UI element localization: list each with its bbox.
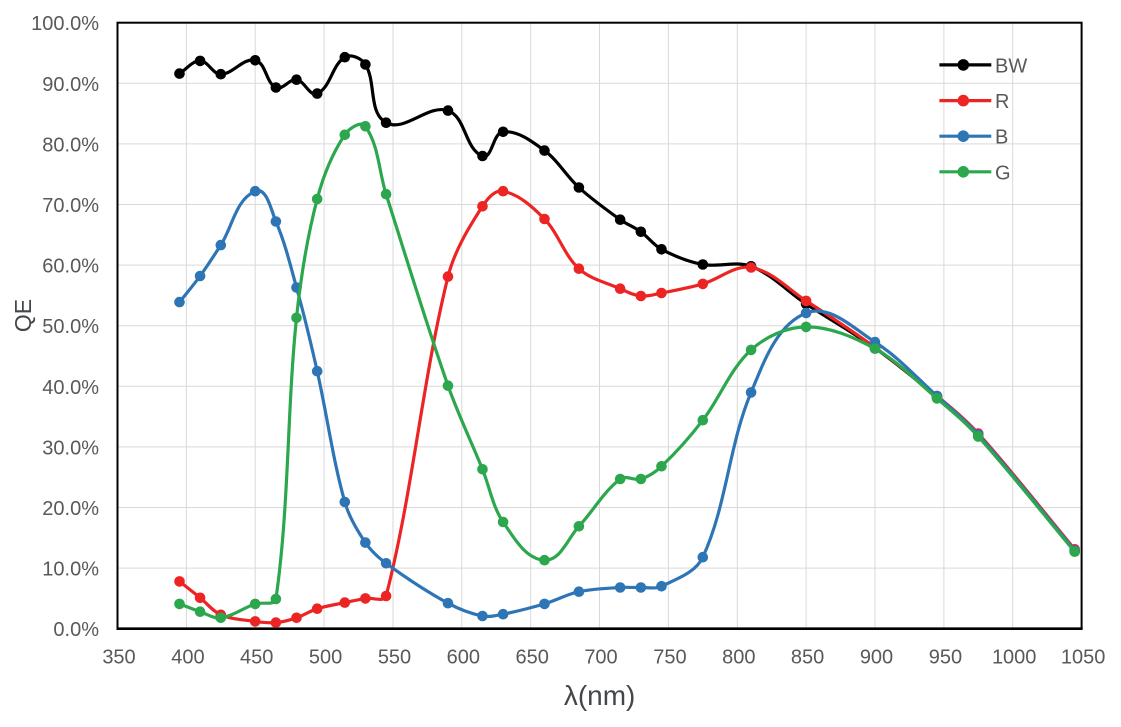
svg-text:1000: 1000 bbox=[992, 647, 1037, 669]
svg-text:100.0%: 100.0% bbox=[31, 13, 99, 35]
svg-text:350: 350 bbox=[102, 647, 135, 669]
svg-text:800: 800 bbox=[722, 647, 755, 669]
svg-text:600: 600 bbox=[447, 647, 480, 669]
svg-text:900: 900 bbox=[860, 647, 893, 669]
svg-text:50.0%: 50.0% bbox=[42, 316, 99, 338]
svg-text:500: 500 bbox=[309, 647, 342, 669]
svg-text:750: 750 bbox=[653, 647, 686, 669]
svg-text:BW: BW bbox=[995, 55, 1027, 77]
svg-text:80.0%: 80.0% bbox=[42, 134, 99, 156]
svg-text:70.0%: 70.0% bbox=[42, 195, 99, 217]
svg-text:20.0%: 20.0% bbox=[42, 498, 99, 520]
svg-text:QE: QE bbox=[10, 299, 36, 332]
svg-text:10.0%: 10.0% bbox=[42, 559, 99, 581]
svg-text:λ(nm): λ(nm) bbox=[564, 680, 636, 711]
svg-text:450: 450 bbox=[240, 647, 273, 669]
svg-text:30.0%: 30.0% bbox=[42, 437, 99, 459]
svg-text:950: 950 bbox=[929, 647, 962, 669]
svg-text:700: 700 bbox=[584, 647, 617, 669]
svg-text:B: B bbox=[995, 127, 1008, 149]
svg-text:1050: 1050 bbox=[1061, 647, 1106, 669]
svg-text:0.0%: 0.0% bbox=[53, 619, 99, 641]
svg-text:850: 850 bbox=[791, 647, 824, 669]
svg-text:40.0%: 40.0% bbox=[42, 377, 99, 399]
svg-text:400: 400 bbox=[171, 647, 204, 669]
svg-text:R: R bbox=[995, 91, 1009, 113]
svg-text:650: 650 bbox=[516, 647, 549, 669]
svg-text:G: G bbox=[995, 162, 1011, 184]
svg-text:90.0%: 90.0% bbox=[42, 74, 99, 96]
svg-text:550: 550 bbox=[378, 647, 411, 669]
svg-text:60.0%: 60.0% bbox=[42, 256, 99, 278]
